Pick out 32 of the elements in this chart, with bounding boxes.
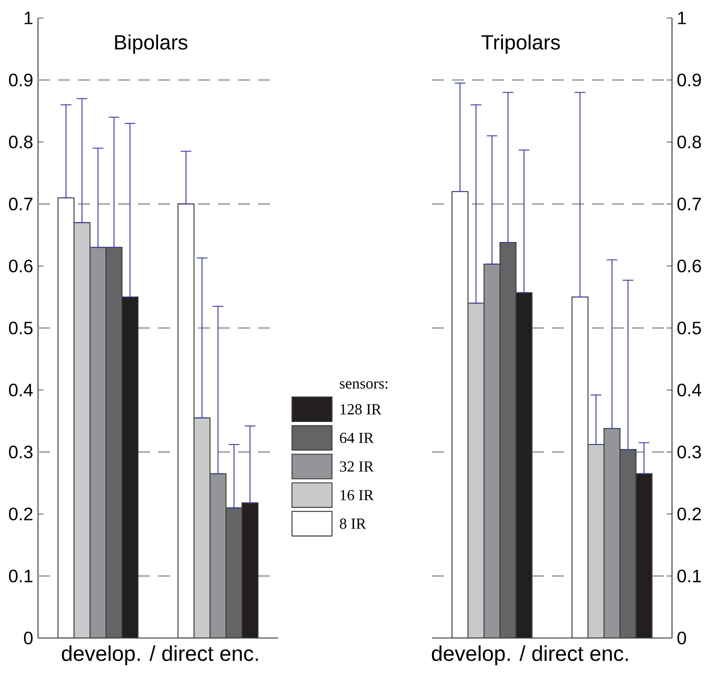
y-tick-label: 0: [677, 632, 686, 644]
y-tick-label: 1: [678, 12, 686, 24]
legend-title: sensors:: [340, 381, 388, 389]
y-tick-label: 0.3: [8, 446, 33, 458]
legend-label: 64 IR: [340, 432, 374, 444]
y-tick-label: 0.8: [8, 136, 33, 148]
y-tick-label: 0.9: [677, 74, 701, 86]
y-tick-label: 0.4: [8, 384, 33, 396]
legend-label: 8 IR: [340, 518, 366, 529]
x-axis-title: develop. / direct enc.: [432, 645, 628, 666]
text: Bipolars: [115, 34, 188, 54]
y-tick-label: 0.7: [8, 198, 32, 210]
y-tick-label: 0.3: [677, 446, 701, 458]
y-tick-label: 0.8: [677, 136, 701, 148]
y-tick-label: 0.6: [8, 260, 33, 272]
y-tick-label: 0.2: [8, 508, 32, 520]
legend-label: 16 IR: [340, 490, 374, 500]
y-tick-label: 0.7: [677, 198, 701, 210]
x-axis-title: develop. / direct enc.: [62, 645, 258, 666]
legend-label: 32 IR: [340, 461, 374, 472]
y-tick-label: 1: [24, 12, 32, 24]
y-tick-label: 0.1: [8, 570, 32, 582]
legend-label: 128 IR: [340, 404, 382, 414]
y-tick-label: 0.9: [8, 74, 32, 86]
y-tick-label: 0.5: [8, 322, 33, 334]
y-tick-label: 0: [24, 632, 33, 644]
text: Tripolars: [481, 34, 560, 54]
y-tick-label: 0.4: [677, 384, 702, 396]
y-tick-label: 0.2: [677, 508, 701, 520]
y-tick-label: 0.6: [677, 260, 701, 272]
y-tick-label: 0.1: [677, 570, 701, 582]
y-tick-label: 0.5: [677, 322, 701, 334]
